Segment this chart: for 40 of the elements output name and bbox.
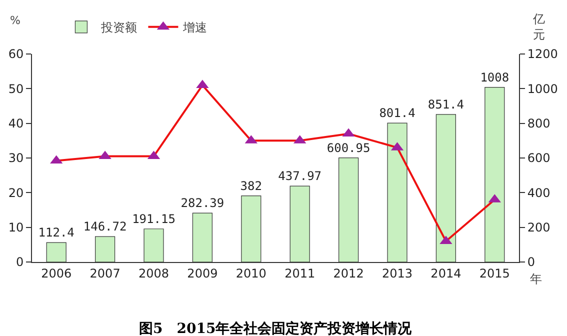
x-tick-label: 2013 [382,266,413,280]
y2-tick-label: 1200 [527,47,558,62]
x-tick-label: 2009 [187,266,218,280]
y2-axis-title: 亿元 [532,12,545,42]
y2-tick-label: 600 [527,151,550,166]
x-axis-title: 年 [530,272,542,286]
legend-label: 增速 [182,20,208,35]
data-label: 146.72 [83,220,127,234]
y2-tick-label: 400 [527,186,550,200]
y-axis-title: % [10,14,20,27]
y2-tick-label: 200 [527,220,550,235]
x-tick-label: 2012 [333,266,364,280]
data-label: 851.4 [428,97,464,112]
data-label: 1008 [480,70,510,84]
x-tick-label: 2007 [90,266,120,280]
y-tick-label: 30 [8,151,24,166]
y2-tick-label: 800 [527,116,550,131]
data-label: 112.4 [38,226,74,240]
y-tick-label: 60 [8,47,24,62]
x-tick-label: 2014 [430,266,462,280]
y2-tick-label: 0 [527,255,536,270]
data-label: 282.39 [180,196,224,210]
x-tick-label: 2006 [41,266,72,280]
data-label: 600.95 [326,140,370,155]
data-label: 191.15 [132,212,176,226]
data-label: 801.4 [379,106,416,120]
data-label: 437.97 [278,169,322,184]
y-tick-label: 20 [8,186,24,200]
data-label: 382 [240,178,262,193]
y-tick-label: 0 [16,255,24,270]
legend-label: 投资额 [100,20,138,35]
x-tick-label: 2008 [138,266,170,280]
y2-tick-label: 1000 [527,82,558,96]
y-tick-label: 50 [8,82,24,96]
x-tick-label: 2015 [479,266,510,280]
y-tick-label: 40 [8,116,24,131]
y-tick-label: 10 [8,220,24,235]
text: 图5 2015年全社会固定资产投资增长情况 [139,320,413,336]
x-tick-label: 2010 [236,266,266,280]
x-tick-label: 2011 [284,266,316,280]
